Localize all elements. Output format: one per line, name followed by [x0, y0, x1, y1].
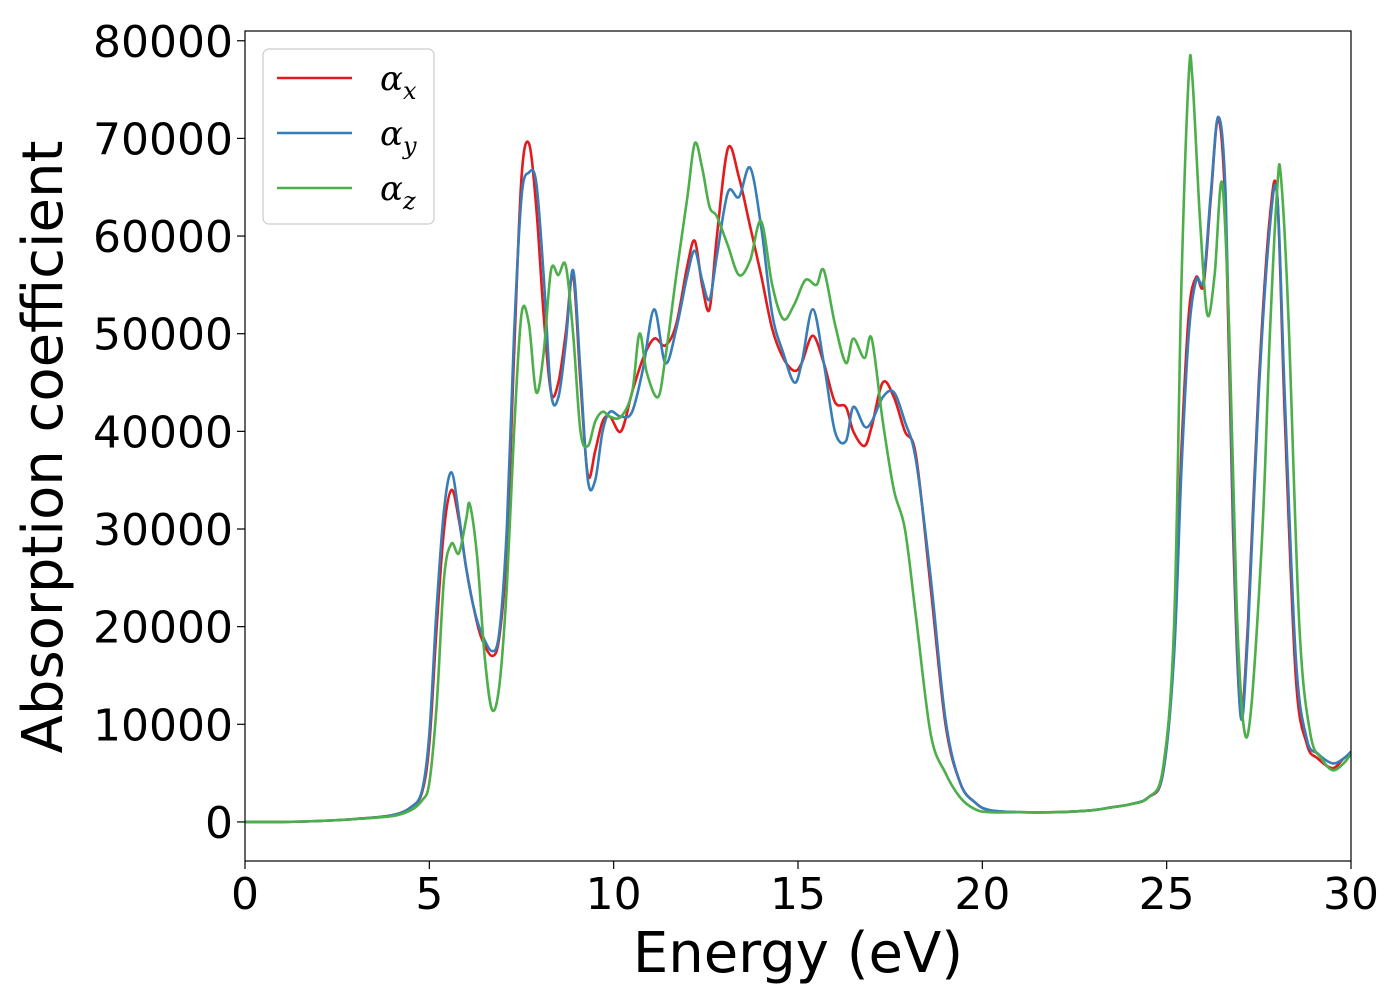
- series-line-z: [245, 53, 1351, 824]
- x-tick-label: 0: [231, 869, 259, 920]
- y-tick-label: 70000: [93, 114, 233, 165]
- legend-label-y: αy: [380, 114, 417, 160]
- x-tick-label: 30: [1323, 869, 1379, 920]
- legend-label-x: αx: [380, 59, 417, 105]
- y-tick-label: 0: [205, 798, 233, 849]
- y-tick-label: 50000: [93, 310, 233, 361]
- y-tick-label: 30000: [93, 505, 233, 556]
- y-axis-title: Absorption coefficient: [11, 141, 76, 754]
- legend: αx αy αz: [262, 48, 435, 225]
- y-tick-label: 40000: [93, 407, 233, 458]
- x-axis-title: Energy (eV): [633, 921, 963, 986]
- y-axis-ticks: 0 10000 20000 30000 40000 50000 60000 70000 8000…: [93, 17, 245, 849]
- y-tick-label: 10000: [93, 700, 233, 751]
- y-tick-label: 80000: [93, 17, 233, 68]
- x-tick-label: 20: [954, 869, 1010, 920]
- y-tick-label: 20000: [93, 603, 233, 654]
- legend-box: [262, 48, 435, 225]
- x-tick-label: 5: [415, 869, 443, 920]
- x-tick-label: 15: [770, 869, 826, 920]
- x-tick-label: 25: [1139, 869, 1195, 920]
- series-lines: [245, 53, 1351, 824]
- x-tick-label: 10: [586, 869, 642, 920]
- y-tick-label: 60000: [93, 212, 233, 263]
- legend-label-z: αz: [380, 169, 416, 215]
- x-axis-ticks: 0 5 10 15 20 25 30: [231, 861, 1379, 920]
